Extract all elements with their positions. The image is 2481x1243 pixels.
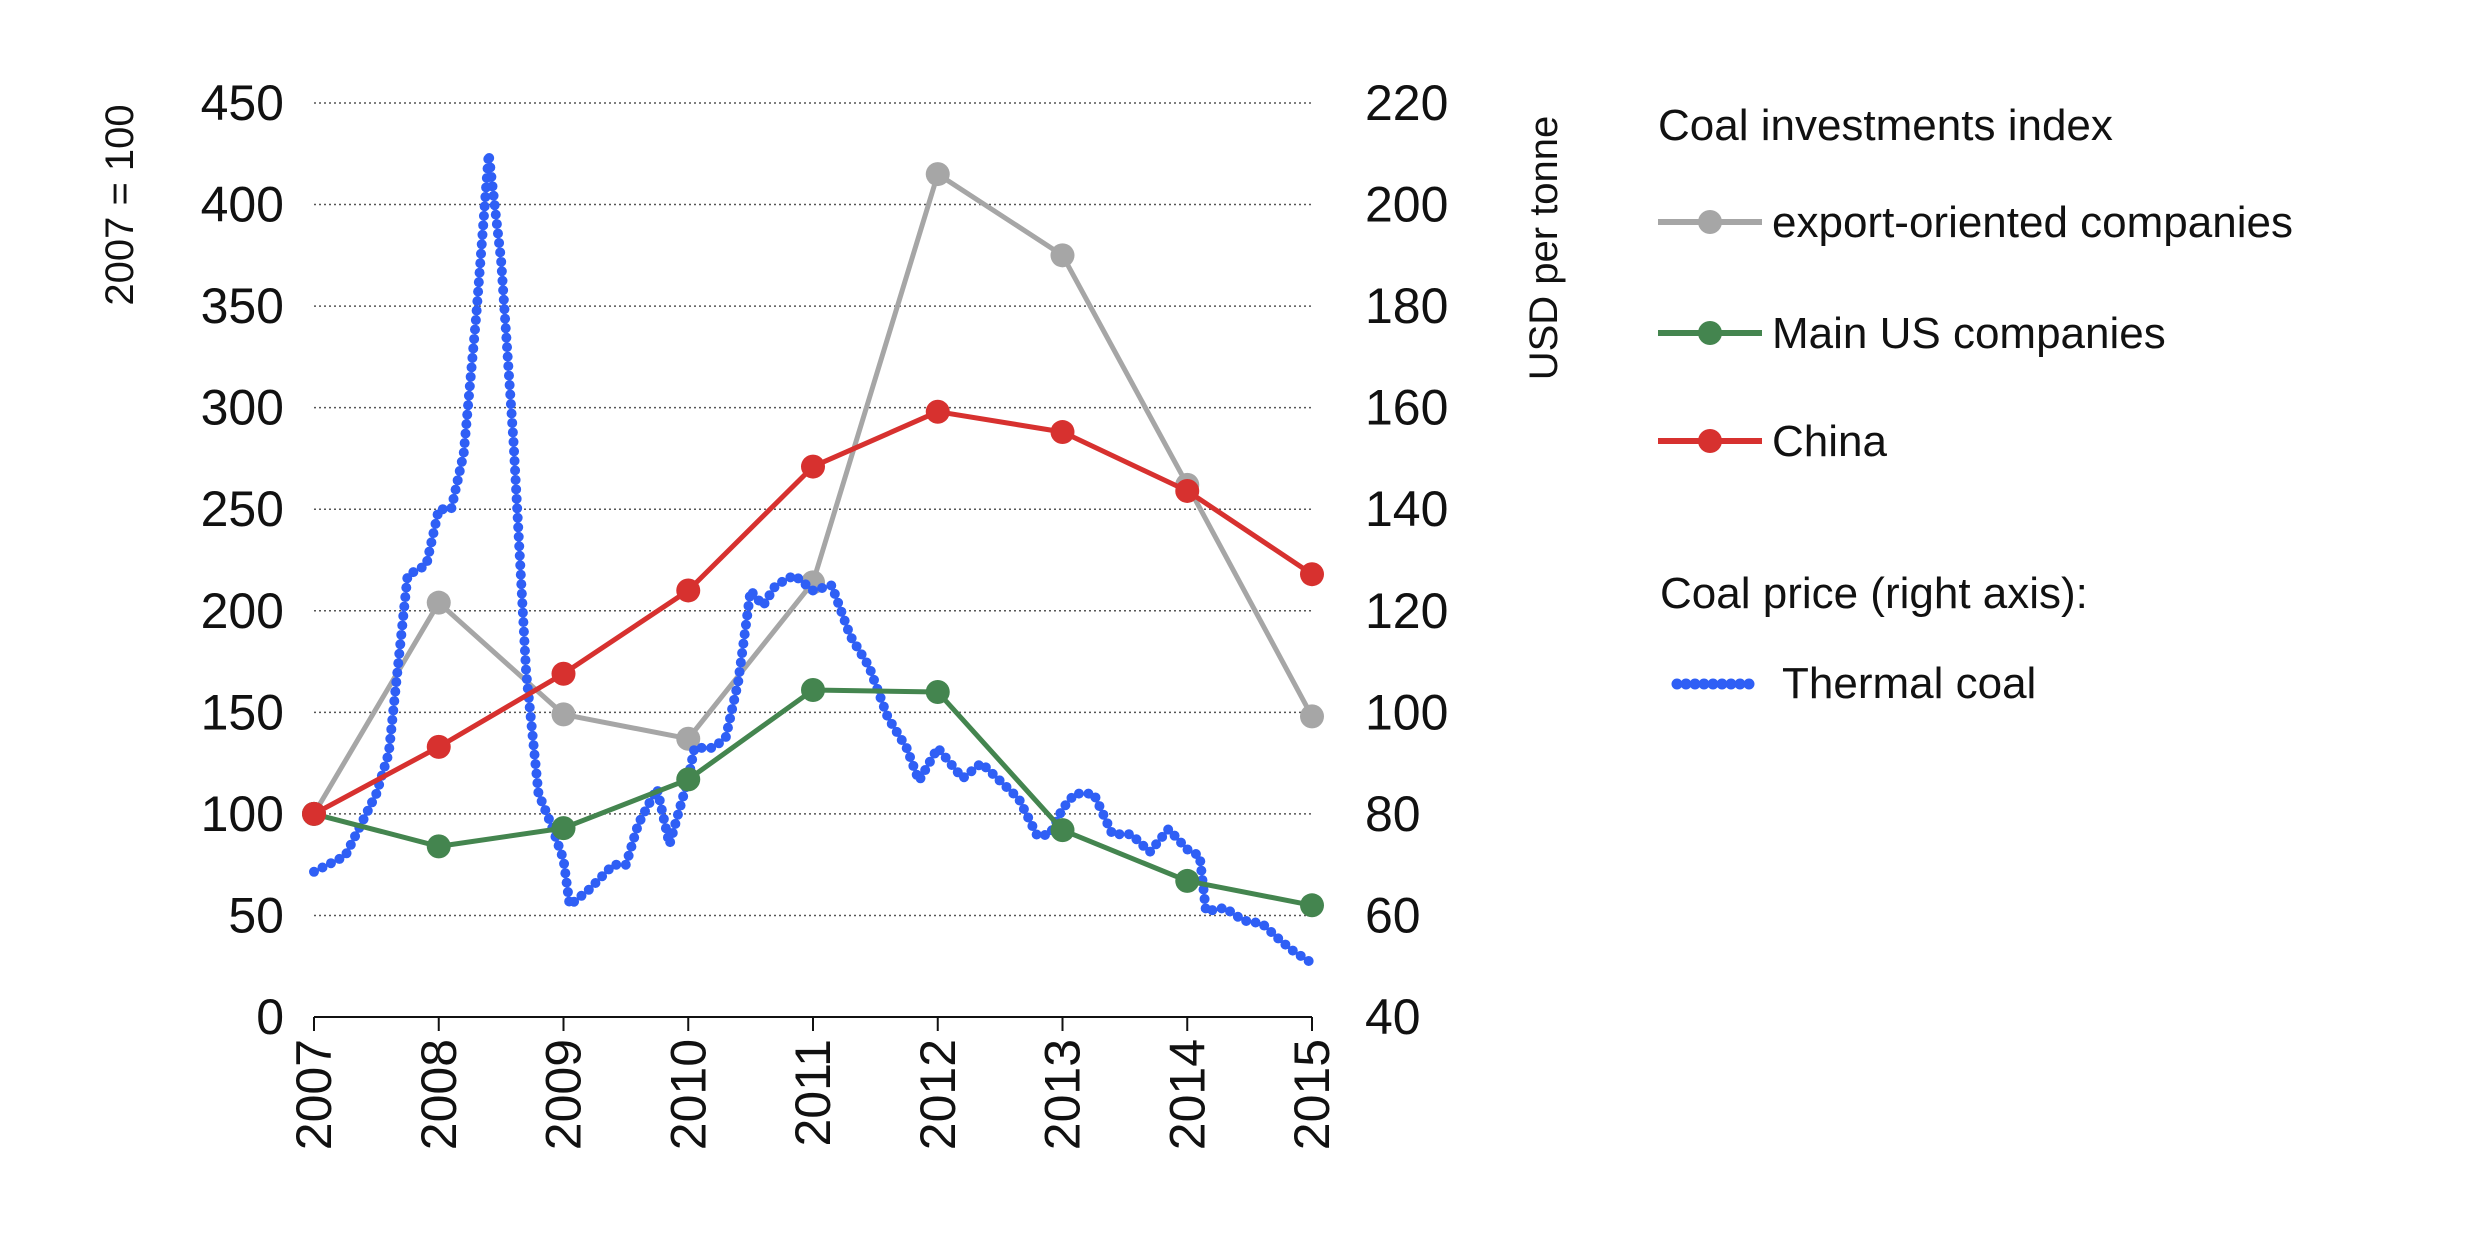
- left-tick-label: 450: [201, 75, 284, 131]
- left-tick-label: 300: [201, 380, 284, 436]
- left-tick-label: 200: [201, 583, 284, 639]
- left-tick-label: 150: [201, 684, 284, 740]
- data-point-china: [1300, 562, 1324, 587]
- data-point-china: [925, 399, 950, 424]
- left-tick-label: 250: [201, 481, 284, 537]
- right-tick-label: 160: [1365, 380, 1448, 436]
- legend-marker-us: [1698, 321, 1722, 345]
- series-layer: [302, 148, 1324, 969]
- left-axis-title: 2007 = 100: [98, 104, 142, 305]
- x-tick-label: 2009: [536, 1039, 592, 1150]
- right-tick-label: 120: [1365, 583, 1448, 639]
- gridlines: [314, 102, 1312, 917]
- right-tick-label: 60: [1365, 887, 1421, 943]
- data-point-china: [1050, 420, 1075, 445]
- x-tick-label: 2015: [1284, 1039, 1340, 1150]
- data-point-china: [551, 661, 576, 686]
- data-point-export-oriented-companies: [551, 702, 576, 727]
- data-point-export-oriented-companies: [676, 726, 701, 751]
- data-point-main-us-companies: [1050, 818, 1075, 843]
- series-line-thermal-coal: [309, 148, 1317, 969]
- data-point-main-us-companies: [676, 767, 701, 792]
- data-point-china: [801, 454, 825, 479]
- data-point-export-oriented-companies: [426, 590, 451, 615]
- data-point-main-us-companies: [551, 816, 576, 841]
- right-tick-label: 200: [1365, 177, 1448, 233]
- legend-label-export: export-oriented companies: [1772, 198, 2293, 247]
- data-point-export-oriented-companies: [925, 162, 950, 187]
- x-axis: 2007 2008 2009 2010 2011 2012 2013 2014 2015: [286, 1016, 1340, 1150]
- right-tick-label: 100: [1365, 684, 1448, 740]
- data-point-main-us-companies: [1175, 868, 1200, 893]
- legend-entry-export: export-oriented companies: [1658, 198, 2293, 247]
- series-line-export-oriented-companies: [311, 171, 1315, 816]
- data-point-main-us-companies: [1300, 893, 1324, 918]
- legend-label-us: Main US companies: [1772, 309, 2166, 358]
- x-tick-label: 2010: [660, 1039, 716, 1150]
- x-tick-label: 2013: [1035, 1039, 1091, 1150]
- x-tick-label: 2007: [286, 1039, 342, 1150]
- x-tick-label: 2011: [785, 1039, 841, 1147]
- legend-marker-china: [1698, 429, 1722, 453]
- legend-label-thermal: Thermal coal: [1782, 659, 2036, 708]
- legend-label-china: China: [1772, 417, 1887, 466]
- series-line-main-us-companies: [313, 687, 1313, 908]
- x-tick-label: 2012: [910, 1039, 966, 1150]
- legend-entry-china: China: [1658, 417, 1887, 466]
- right-tick-label: 180: [1365, 278, 1448, 334]
- right-axis-ticks: 40 60 80 100 120 140 160 180 200 220: [1365, 75, 1448, 1045]
- left-tick-label: 100: [201, 786, 284, 842]
- legend-title-price: Coal price (right axis):: [1660, 569, 2088, 618]
- legend: Coal investments index export-oriented c…: [1658, 101, 2293, 708]
- legend-title-index: Coal investments index: [1658, 101, 2113, 150]
- legend-marker-export: [1698, 210, 1722, 234]
- right-tick-label: 40: [1365, 989, 1421, 1045]
- right-tick-label: 140: [1365, 481, 1448, 537]
- left-axis-ticks: 0 50 100 150 200 250 300 350 400 450: [201, 75, 284, 1045]
- right-axis-title: USD per tonne: [1522, 116, 1566, 381]
- data-point-china: [676, 578, 701, 603]
- data-point-main-us-companies: [925, 680, 950, 705]
- data-point-export-oriented-companies: [1050, 243, 1075, 268]
- right-tick-label: 80: [1365, 786, 1421, 842]
- data-point-china: [1175, 478, 1200, 503]
- left-tick-label: 350: [201, 278, 284, 334]
- legend-entry-thermal: Thermal coal: [1671, 659, 2036, 708]
- x-tick-label: 2014: [1159, 1039, 1215, 1150]
- data-point-china: [302, 801, 326, 826]
- legend-entry-us: Main US companies: [1658, 309, 2166, 358]
- data-point-main-us-companies: [426, 834, 451, 859]
- data-point-export-oriented-companies: [1300, 704, 1324, 729]
- x-tick-label: 2008: [411, 1039, 467, 1150]
- left-tick-label: 0: [256, 989, 284, 1045]
- data-point-main-us-companies: [801, 677, 825, 702]
- left-tick-label: 50: [228, 887, 284, 943]
- left-tick-label: 400: [201, 177, 284, 233]
- data-point-china: [426, 734, 451, 759]
- right-tick-label: 220: [1365, 75, 1448, 131]
